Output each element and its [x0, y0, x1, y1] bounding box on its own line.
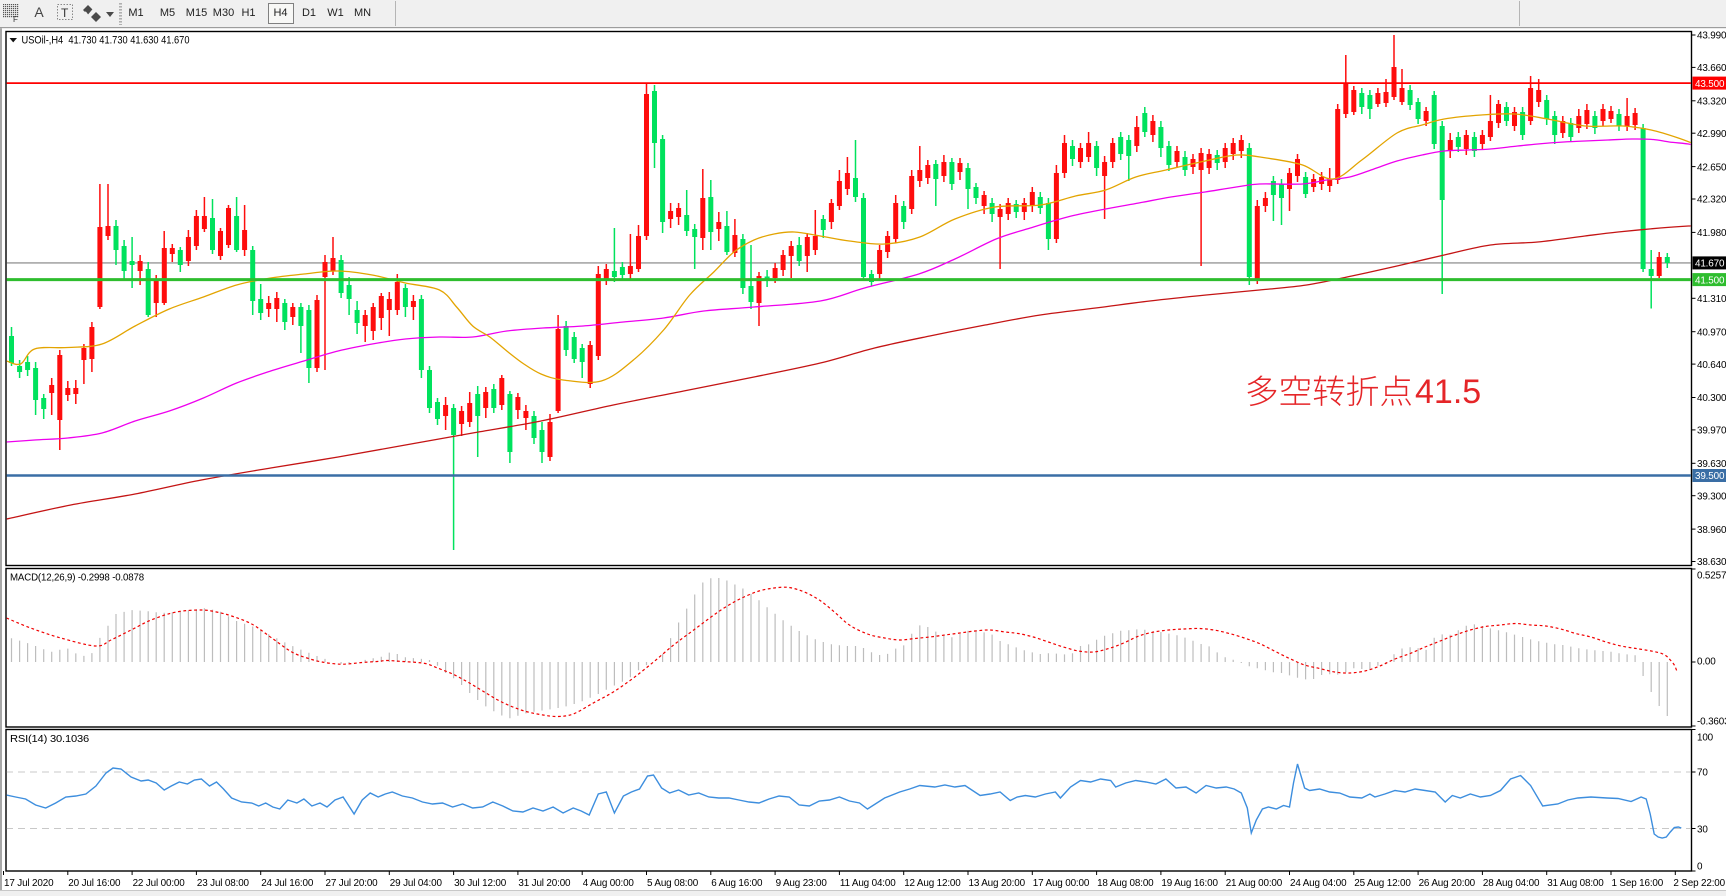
- svg-text:18 Aug 08:00: 18 Aug 08:00: [1097, 878, 1154, 889]
- svg-text:43.320: 43.320: [1697, 97, 1726, 108]
- svg-text:30: 30: [1697, 825, 1708, 836]
- svg-text:2 Sep 22:00: 2 Sep 22:00: [1673, 878, 1725, 889]
- svg-text:29 Jul 04:00: 29 Jul 04:00: [390, 878, 443, 889]
- svg-text:19 Aug 16:00: 19 Aug 16:00: [1161, 878, 1218, 889]
- svg-text:43.500: 43.500: [1695, 79, 1725, 90]
- svg-text:20 Jul 16:00: 20 Jul 16:00: [68, 878, 121, 889]
- svg-text:T: T: [61, 6, 69, 20]
- svg-text:41.310: 41.310: [1697, 294, 1726, 305]
- svg-text:4 Aug 00:00: 4 Aug 00:00: [583, 878, 635, 889]
- svg-text:USOil-,H4 41.730 41.730 41.63: USOil-,H4 41.730 41.730 41.630 41.670: [22, 35, 190, 47]
- svg-text:31 Jul 20:00: 31 Jul 20:00: [518, 878, 571, 889]
- svg-text:41.500: 41.500: [1695, 275, 1725, 286]
- svg-text:41.980: 41.980: [1697, 228, 1726, 239]
- svg-text:0: 0: [1697, 862, 1703, 873]
- svg-text:25 Aug 12:00: 25 Aug 12:00: [1354, 878, 1411, 889]
- svg-text:28 Aug 04:00: 28 Aug 04:00: [1483, 878, 1540, 889]
- svg-text:27 Jul 20:00: 27 Jul 20:00: [326, 878, 379, 889]
- svg-text:5 Aug 08:00: 5 Aug 08:00: [647, 878, 699, 889]
- svg-text:41.5: 41.5: [1415, 373, 1481, 411]
- svg-text:39.970: 39.970: [1697, 426, 1726, 437]
- svg-text:22 Jul 00:00: 22 Jul 00:00: [133, 878, 186, 889]
- svg-text:39.500: 39.500: [1695, 471, 1725, 482]
- svg-text:23 Jul 08:00: 23 Jul 08:00: [197, 878, 250, 889]
- svg-text:39.630: 39.630: [1697, 459, 1726, 470]
- svg-text:42.650: 42.650: [1697, 162, 1726, 173]
- svg-text:70: 70: [1697, 768, 1708, 779]
- svg-text:38.960: 38.960: [1697, 525, 1726, 536]
- svg-text:F: F: [13, 15, 18, 23]
- svg-text:0.00: 0.00: [1697, 657, 1716, 668]
- svg-text:17 Jul 2020: 17 Jul 2020: [4, 878, 54, 889]
- svg-text:24 Jul 16:00: 24 Jul 16:00: [261, 878, 314, 889]
- svg-text:13 Aug 20:00: 13 Aug 20:00: [969, 878, 1026, 889]
- svg-text:38.630: 38.630: [1697, 557, 1726, 568]
- svg-text:1 Sep 16:00: 1 Sep 16:00: [1612, 878, 1664, 889]
- svg-text:0.5257: 0.5257: [1697, 571, 1726, 582]
- svg-text:39.300: 39.300: [1697, 491, 1726, 502]
- svg-text:100: 100: [1697, 733, 1714, 744]
- svg-text:41.670: 41.670: [1695, 259, 1725, 270]
- svg-text:24 Aug 04:00: 24 Aug 04:00: [1290, 878, 1347, 889]
- svg-text:42.320: 42.320: [1697, 195, 1726, 206]
- svg-text:26 Aug 20:00: 26 Aug 20:00: [1419, 878, 1476, 889]
- svg-text:12 Aug 12:00: 12 Aug 12:00: [904, 878, 961, 889]
- svg-text:40.300: 40.300: [1697, 393, 1726, 404]
- svg-text:31 Aug 08:00: 31 Aug 08:00: [1547, 878, 1604, 889]
- svg-text:9 Aug 23:00: 9 Aug 23:00: [776, 878, 828, 889]
- svg-text:43.660: 43.660: [1697, 63, 1726, 74]
- svg-text:40.640: 40.640: [1697, 360, 1726, 371]
- svg-text:43.990: 43.990: [1697, 31, 1726, 42]
- svg-text:40.970: 40.970: [1697, 327, 1726, 338]
- svg-text:11 Aug 04:00: 11 Aug 04:00: [840, 878, 896, 889]
- svg-text:42.990: 42.990: [1697, 129, 1726, 140]
- svg-text:RSI(14) 30.1036: RSI(14) 30.1036: [10, 734, 90, 745]
- svg-text:30 Jul 12:00: 30 Jul 12:00: [454, 878, 507, 889]
- svg-text:6 Aug 16:00: 6 Aug 16:00: [711, 878, 763, 889]
- svg-text:MACD(12,26,9) -0.2998 -0.0878: MACD(12,26,9) -0.2998 -0.0878: [10, 573, 145, 584]
- svg-text:21 Aug 00:00: 21 Aug 00:00: [1226, 878, 1283, 889]
- svg-text:-0.3603: -0.3603: [1697, 717, 1726, 728]
- svg-text:17 Aug 00:00: 17 Aug 00:00: [1033, 878, 1090, 889]
